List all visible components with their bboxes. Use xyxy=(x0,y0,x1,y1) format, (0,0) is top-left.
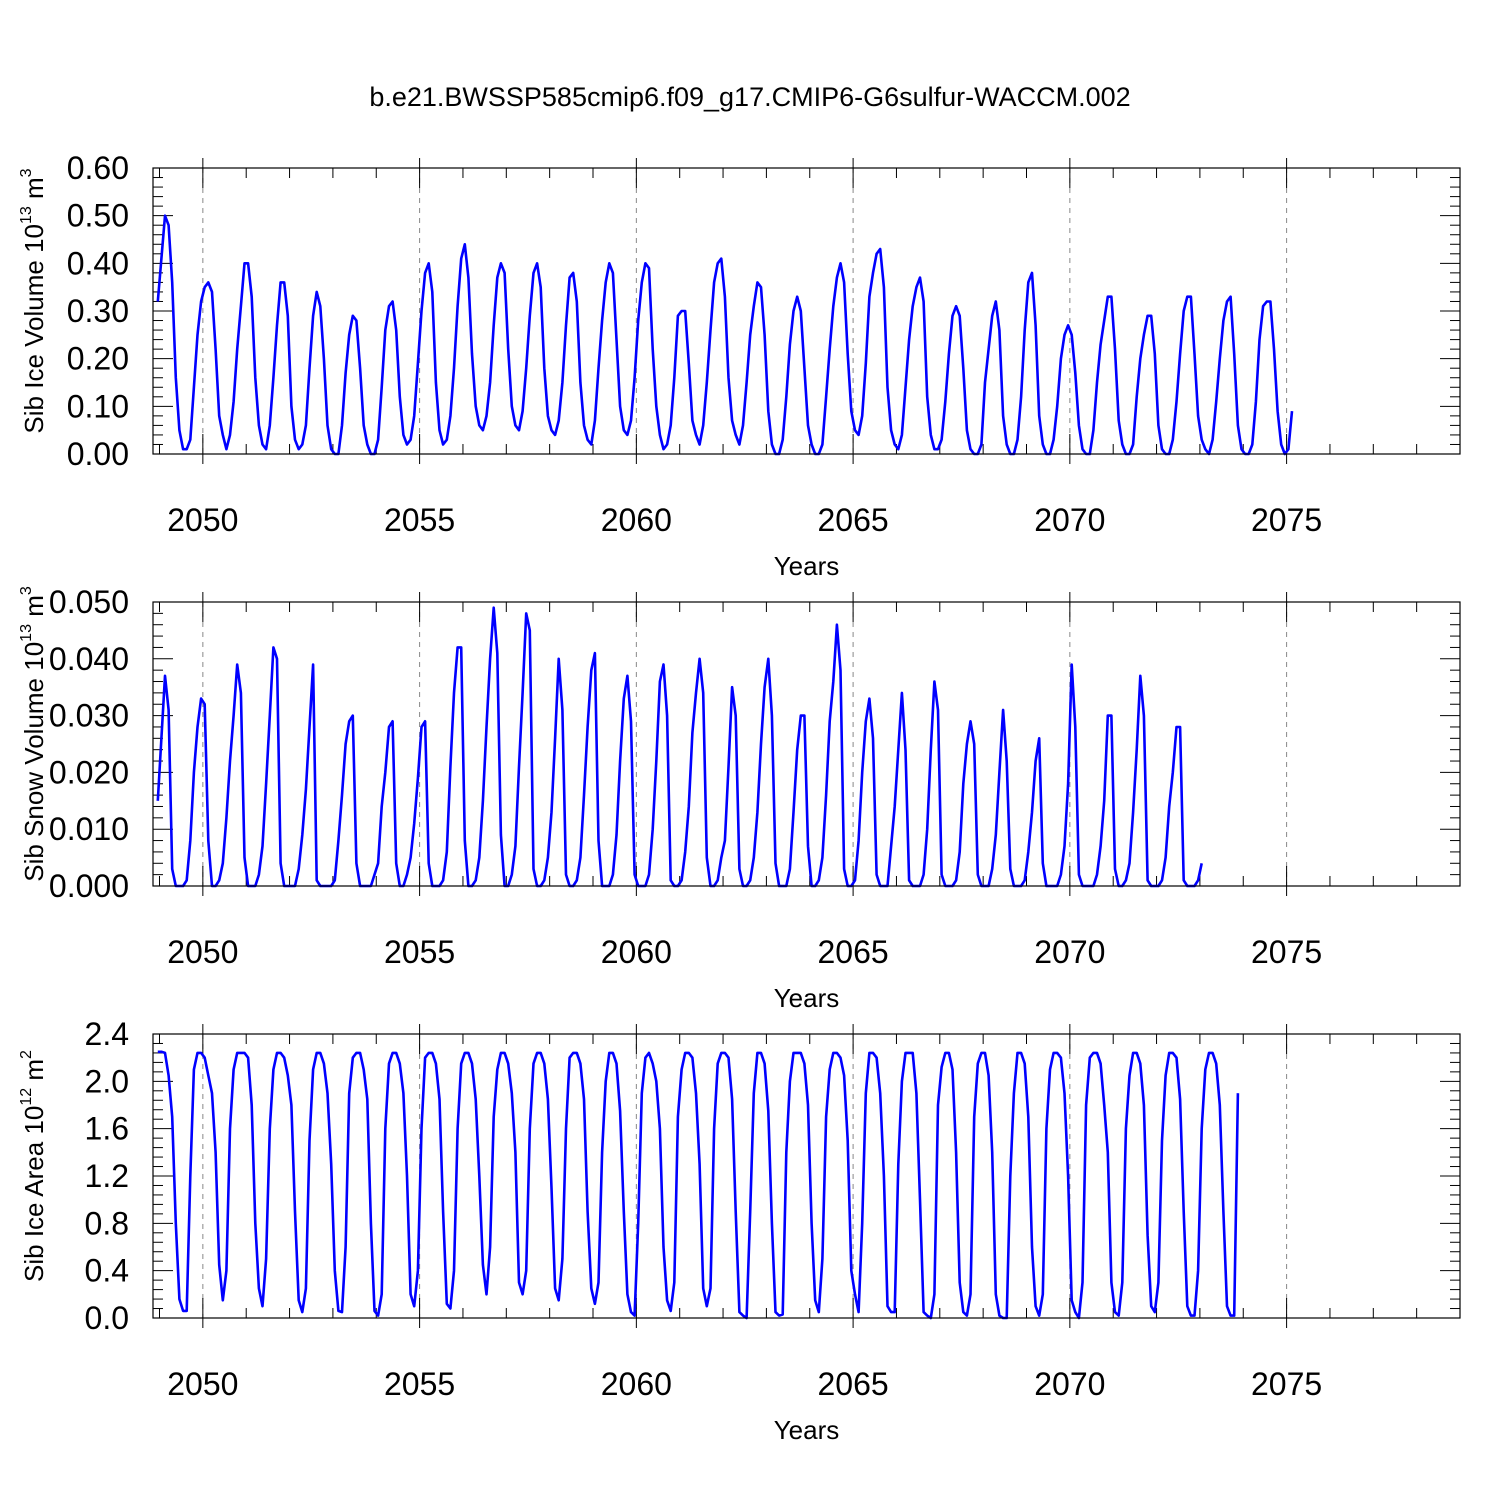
x-tick-label: 2055 xyxy=(384,1366,455,1402)
y-tick-label: 0.4 xyxy=(85,1253,129,1289)
y-tick-label: 0.10 xyxy=(67,388,129,424)
y-tick-label: 0.040 xyxy=(49,641,129,677)
y-tick-label: 0.40 xyxy=(67,245,129,281)
x-tick-label: 2070 xyxy=(1034,502,1105,538)
x-axis-label: Years xyxy=(774,983,840,1013)
x-tick-label: 2050 xyxy=(167,502,238,538)
x-axis-label: Years xyxy=(774,1415,840,1445)
x-tick-label: 2065 xyxy=(818,502,889,538)
y-tick-label: 0.60 xyxy=(67,150,129,186)
x-tick-label: 2075 xyxy=(1251,934,1322,970)
x-tick-label: 2055 xyxy=(384,502,455,538)
y-axis-label: Sib Snow Volume 1013 m3 xyxy=(18,586,49,882)
panel-ice-area: 0.0 0.4 0.8 1.2 1.6 2.0 2.4 2050 2055 2060 2065 207… xyxy=(18,1016,1461,1445)
y-axis-label: Sib Ice Area 1012 m2 xyxy=(18,1050,49,1282)
y-tick-label: 0.000 xyxy=(49,868,129,904)
x-tick-label: 2075 xyxy=(1251,1366,1322,1402)
x-tick-label: 2065 xyxy=(818,1366,889,1402)
x-tick-label: 2060 xyxy=(601,1366,672,1402)
y-tick-label: 0.50 xyxy=(67,198,129,234)
chart-title: b.e21.BWSSP585cmip6.f09_g17.CMIP6-G6sulf… xyxy=(369,82,1130,112)
x-tick-label: 2070 xyxy=(1034,934,1105,970)
x-tick-label: 2075 xyxy=(1251,502,1322,538)
y-tick-label: 0.050 xyxy=(49,584,129,620)
plot-frame xyxy=(152,601,1461,887)
y-tick-label: 2.0 xyxy=(85,1063,129,1099)
panel-ice-volume: 0.00 0.10 0.20 0.30 0.40 0.50 0.60 2050 2055 2060… xyxy=(18,150,1461,581)
x-tick-label: 2060 xyxy=(601,502,672,538)
y-tick-label: 1.6 xyxy=(85,1111,129,1147)
y-tick-label: 0.20 xyxy=(67,341,129,377)
plot-frame xyxy=(152,167,1461,455)
y-tick-label: 0.00 xyxy=(67,436,129,472)
x-tick-label: 2060 xyxy=(601,934,672,970)
series-line xyxy=(157,1050,1240,1320)
y-tick-label: 1.2 xyxy=(85,1158,129,1194)
y-tick-label: 2.4 xyxy=(85,1016,129,1052)
panel-snow-volume: 0.000 0.010 0.020 0.030 0.040 0.050 2050 2055 20… xyxy=(18,584,1461,1013)
x-tick-label: 2070 xyxy=(1034,1366,1105,1402)
y-tick-label: 0.010 xyxy=(49,811,129,847)
x-tick-label: 2065 xyxy=(818,934,889,970)
x-tick-label: 2050 xyxy=(167,934,238,970)
series-line xyxy=(156,214,1294,456)
series-line xyxy=(156,606,1203,888)
y-tick-label: 0.030 xyxy=(49,698,129,734)
x-tick-label: 2050 xyxy=(167,1366,238,1402)
y-tick-label: 0.020 xyxy=(49,754,129,790)
y-axis-label: Sib Ice Volume 1013 m3 xyxy=(18,168,49,433)
x-axis-label: Years xyxy=(774,551,840,581)
plot-frame xyxy=(152,1033,1461,1319)
y-tick-label: 0.30 xyxy=(67,293,129,329)
y-tick-label: 0.0 xyxy=(85,1300,129,1336)
x-tick-label: 2055 xyxy=(384,934,455,970)
y-tick-label: 0.8 xyxy=(85,1205,129,1241)
